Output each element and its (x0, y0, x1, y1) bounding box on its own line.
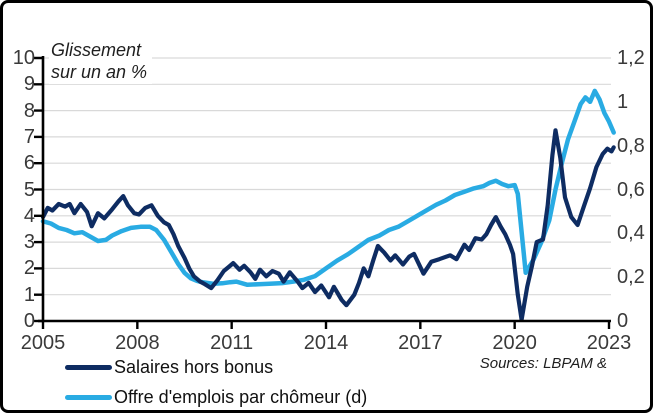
x-tick-label: 2008 (115, 332, 160, 354)
y-left-tick-label: 2 (23, 257, 35, 280)
sources-note: Sources: LBPAM & (479, 355, 607, 372)
series-line-1 (40, 128, 616, 322)
legend-swatch (65, 394, 112, 400)
y-left-tick-label: 8 (23, 99, 35, 122)
x-tick-label: 2005 (20, 332, 66, 354)
x-tick-label: 2023 (586, 332, 632, 354)
x-tick-label: 2017 (398, 332, 443, 354)
y-right-tick-label: 1,2 (617, 47, 645, 69)
y-right-tick-label: 0,6 (617, 178, 645, 201)
y-right-tick-label: 0,2 (617, 266, 645, 289)
chart-title-line-1: Glissement (51, 40, 142, 60)
x-tick-label: 2011 (210, 332, 254, 354)
legend-swatch (65, 364, 112, 370)
y-left-tick-label: 6 (23, 152, 35, 175)
legend-item: Salaires hors bonus (65, 356, 367, 378)
legend-label: Offre d'emplois par chômeur (d) (114, 387, 368, 407)
y-left-tick-label: 1 (23, 283, 35, 306)
chart-title-line-2: sur un an % (51, 62, 148, 82)
chart-legend: Salaires hors bonus Offre d'emplois par c… (65, 356, 367, 410)
y-right-tick-label: 0,8 (617, 134, 645, 157)
y-left-tick-label: 0 (23, 310, 35, 332)
y-left-tick-label: 7 (23, 125, 35, 148)
y-right-tick-label: 0,4 (617, 222, 645, 245)
plot-svg (34, 56, 616, 329)
y-right-tick-label: 0 (617, 310, 629, 332)
y-left-tick-label: 9 (23, 73, 35, 96)
y-right-tick-label: 1 (617, 90, 629, 113)
y-left-tick-label: 3 (23, 231, 35, 254)
y-left-tick-label: 5 (23, 178, 35, 201)
x-tick-label: 2020 (492, 332, 537, 354)
y-left-tick-label: 4 (23, 204, 35, 227)
series-line-0 (40, 88, 616, 288)
legend-label: Salaires hors bonus (114, 357, 274, 377)
legend-item: Offre d'emplois par chômeur (d) (65, 386, 367, 408)
chart-title-annotation: Glissement sur un an % (49, 39, 153, 84)
x-tick-label: 2014 (303, 332, 349, 354)
y-left-tick-label: 10 (12, 47, 35, 69)
